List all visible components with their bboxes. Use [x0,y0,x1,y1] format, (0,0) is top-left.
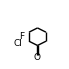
Text: F: F [19,32,24,41]
Text: Cl: Cl [13,39,22,48]
Text: O: O [34,53,41,62]
